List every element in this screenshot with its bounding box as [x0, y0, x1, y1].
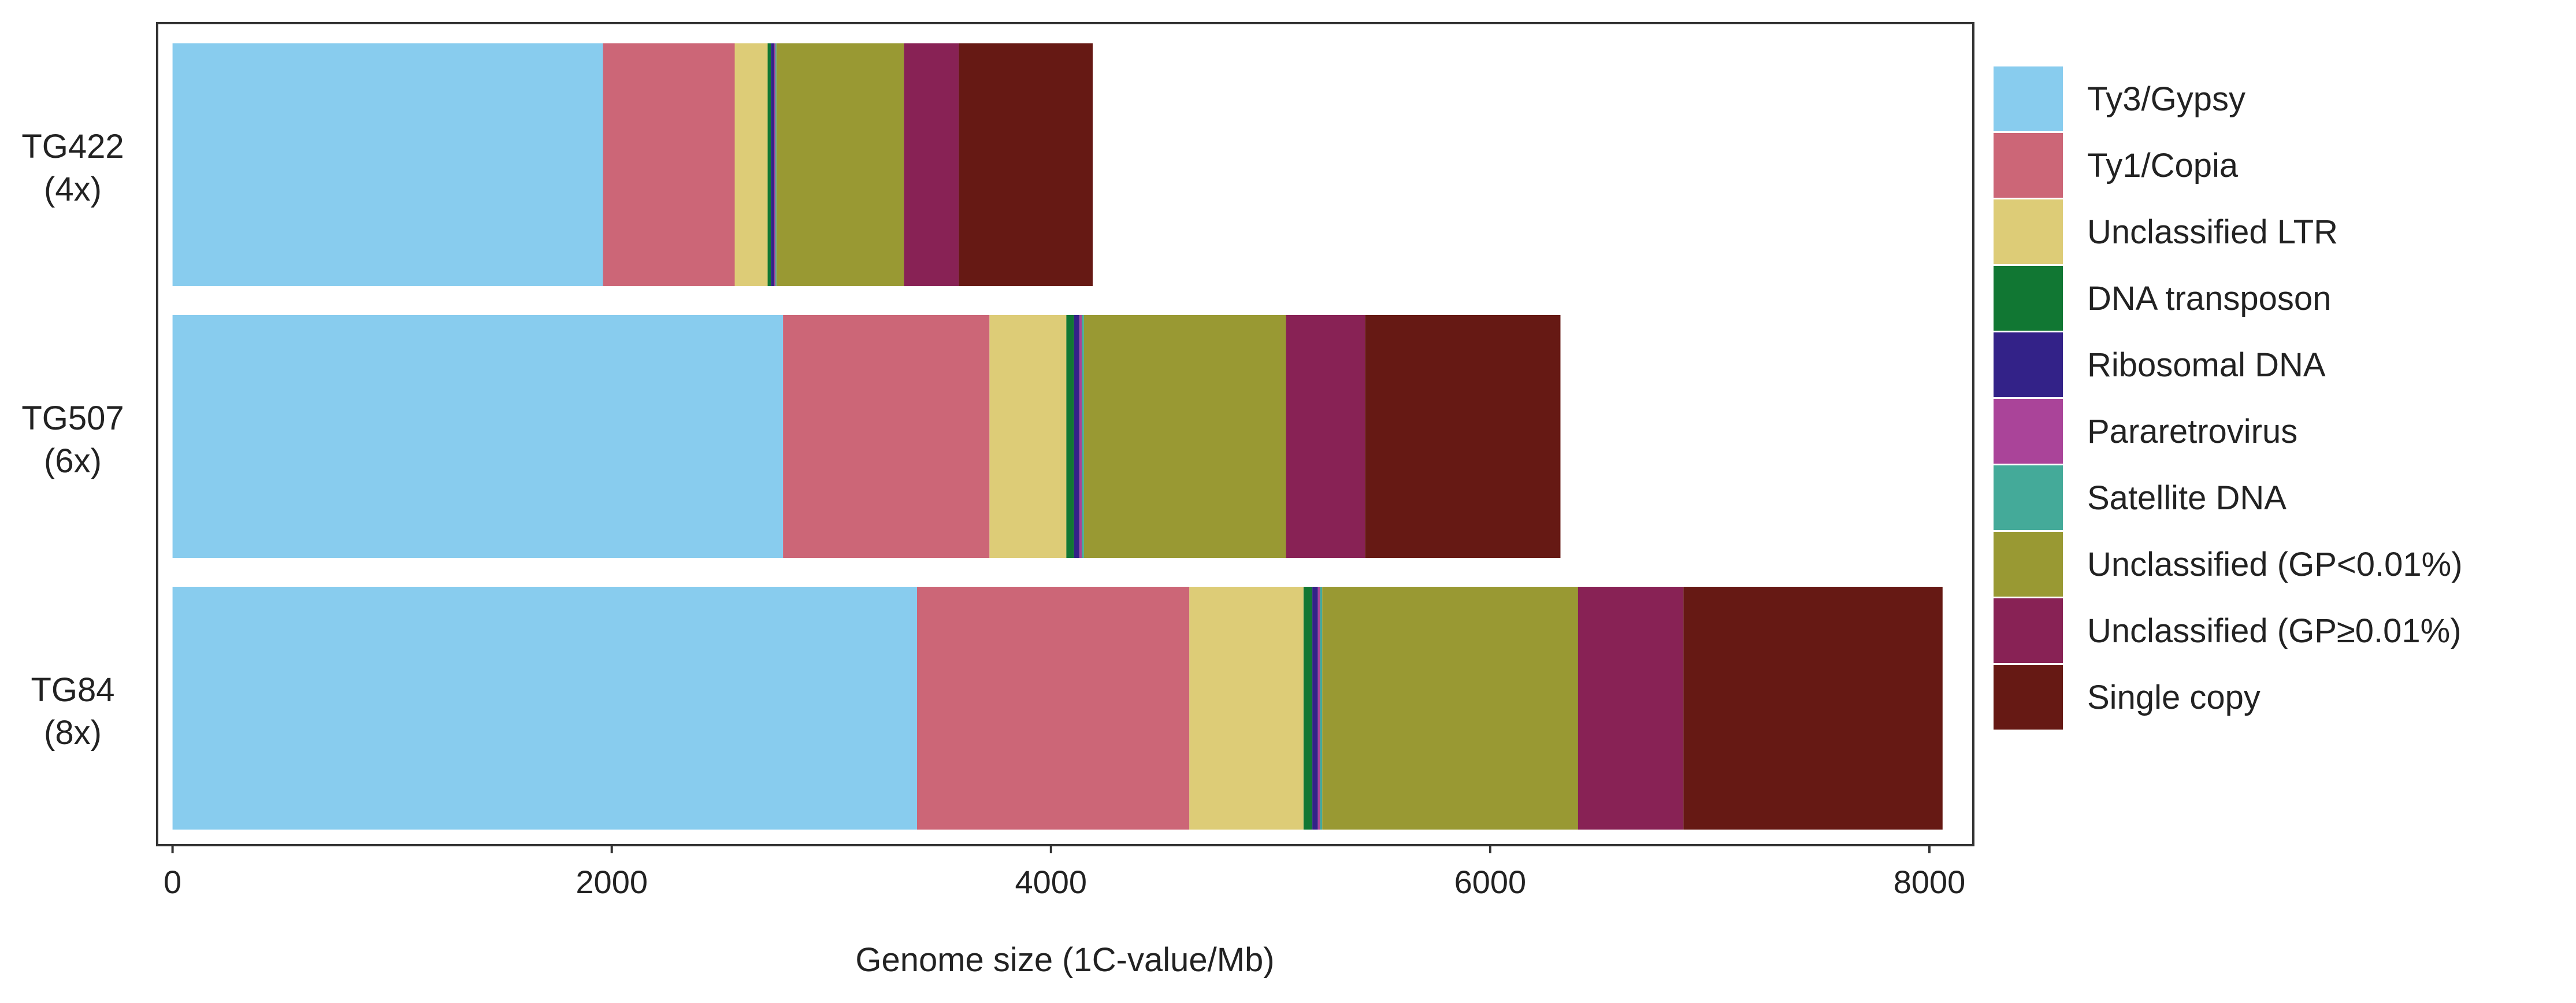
x-tick-label-0: 0: [164, 864, 181, 900]
x-axis: 0 2000 4000 6000 8000: [164, 845, 1965, 900]
legend-label-unclassified-ltr: Unclassified LTR: [2087, 213, 2338, 251]
x-axis-title: Genome size (1C-value/Mb): [855, 941, 1274, 979]
legend-label-ty1-copia: Ty1/Copia: [2087, 147, 2239, 184]
bar-segment-tg507-unclassified-gp-0-01: [1286, 315, 1365, 558]
legend-label-satellite-dna: Satellite DNA: [2087, 479, 2287, 517]
bar-segment-tg507-unclassified-ltr: [989, 315, 1067, 558]
legend-label-pararetrovirus: Pararetrovirus: [2087, 413, 2297, 450]
legend-swatch-single-copy: [1994, 665, 2063, 730]
x-tick-label-6000: 6000: [1454, 864, 1527, 900]
legend-label-dna-transposon: DNA transposon: [2087, 280, 2331, 317]
bar-segment-tg84-unclassified-ltr: [1189, 587, 1304, 830]
y-tick-label-tg84: TG84: [31, 671, 114, 709]
legend-label-ribosomal-dna: Ribosomal DNA: [2087, 346, 2326, 384]
bar-segment-tg84-dna-transposon: [1303, 587, 1313, 830]
legend-swatch-pararetrovirus: [1994, 399, 2063, 464]
y-tick-ploidy-tg507: (6x): [44, 442, 102, 480]
bar-segment-tg507-ty3-gypsy: [172, 315, 784, 558]
bar-segment-tg422-ty1-copia: [603, 43, 735, 286]
x-tick-label-4000: 4000: [1015, 864, 1087, 900]
bar-segment-tg422-single-copy: [959, 43, 1093, 286]
y-tick-ploidy-tg422: (4x): [44, 171, 102, 208]
x-tick-label-2000: 2000: [576, 864, 648, 900]
bar-segment-tg84-single-copy: [1683, 587, 1943, 830]
y-tick-label-tg507: TG507: [21, 399, 124, 437]
bar-segment-tg422-ribosomal-dna: [771, 43, 774, 286]
bar-segment-tg507-satellite-dna: [1082, 315, 1084, 558]
bar-segment-tg507-dna-transposon: [1066, 315, 1074, 558]
legend-swatch-ribosomal-dna: [1994, 332, 2063, 397]
legend-label-unclassified-gp-0-01: Unclassified (GP<0.01%): [2087, 546, 2463, 583]
bar-segment-tg422-unclassified-gp-0-01: [776, 43, 904, 286]
bar-segment-tg84-pararetrovirus: [1317, 587, 1320, 830]
legend-swatch-unclassified-gp-0-01: [1994, 598, 2063, 663]
bar-segment-tg84-unclassified-gp-0-01: [1577, 587, 1684, 830]
legend-label-unclassified-gp-0-01: Unclassified (GP≥0.01%): [2087, 612, 2462, 650]
category-labels-layer: TG422 (4x) TG507 (6x) TG84 (8x): [21, 128, 124, 752]
legend-swatch-dna-transposon: [1994, 266, 2063, 331]
bar-segment-tg507-ribosomal-dna: [1074, 315, 1080, 558]
bar-segment-tg422-dna-transposon: [767, 43, 771, 286]
legend-label-single-copy: Single copy: [2087, 679, 2261, 716]
bar-segment-tg84-ty3-gypsy: [172, 587, 918, 830]
bar-segment-tg84-ribosomal-dna: [1312, 587, 1318, 830]
bar-segment-tg507-ty1-copia: [783, 315, 990, 558]
bar-segment-tg422-ty3-gypsy: [172, 43, 603, 286]
x-tick-label-8000: 8000: [1894, 864, 1966, 900]
bars-layer: [172, 43, 1943, 830]
legend-swatch-ty3-gypsy: [1994, 66, 2063, 131]
bar-segment-tg422-satellite-dna: [775, 43, 777, 286]
bar-segment-tg84-unclassified-gp-0-01: [1322, 587, 1578, 830]
legend-swatch-unclassified-gp-0-01: [1994, 532, 2063, 597]
y-tick-ploidy-tg84: (8x): [44, 714, 102, 752]
bar-segment-tg507-single-copy: [1365, 315, 1561, 558]
bar-segment-tg422-unclassified-ltr: [734, 43, 768, 286]
legend-label-ty3-gypsy: Ty3/Gypsy: [2087, 80, 2245, 118]
y-tick-label-tg422: TG422: [21, 128, 124, 165]
legend-swatch-unclassified-ltr: [1994, 199, 2063, 264]
bar-segment-tg422-pararetrovirus: [774, 43, 775, 286]
bar-segment-tg507-unclassified-gp-0-01: [1083, 315, 1286, 558]
legend-swatch-ty1-copia: [1994, 133, 2063, 198]
legend: Ty3/Gypsy Ty1/Copia Unclassified LTR DNA tr…: [1994, 66, 2463, 730]
bar-segment-tg84-satellite-dna: [1320, 587, 1323, 830]
bar-segment-tg422-unclassified-gp-0-01: [904, 43, 959, 286]
bar-segment-tg84-ty1-copia: [917, 587, 1190, 830]
legend-swatch-satellite-dna: [1994, 465, 2063, 530]
bar-segment-tg507-pararetrovirus: [1079, 315, 1082, 558]
